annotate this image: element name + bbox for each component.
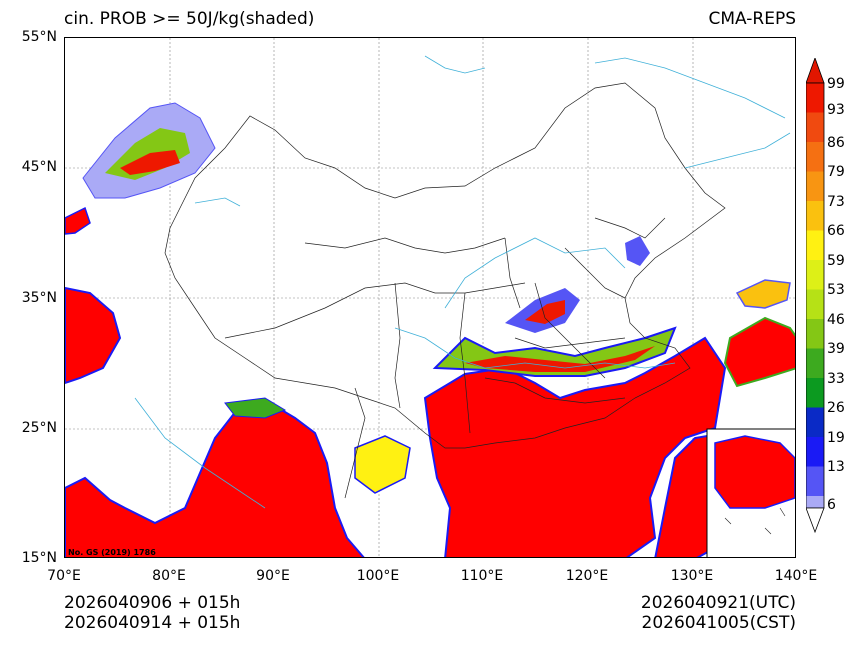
lon-label-80: 80°E bbox=[152, 568, 186, 584]
lon-label-110: 110°E bbox=[460, 568, 504, 584]
lon-label-120: 120°E bbox=[565, 568, 609, 584]
colorbar-label-39: 39 bbox=[827, 341, 845, 357]
shade-west-edge bbox=[65, 286, 122, 385]
lat-label-45: 45°N bbox=[21, 159, 57, 175]
shaded-probability bbox=[65, 102, 795, 557]
colorbar-label-79: 79 bbox=[827, 164, 845, 180]
lat-label-15: 15°N bbox=[21, 550, 57, 566]
colorbar-label-66: 66 bbox=[827, 223, 845, 239]
shade-northeast-blue bbox=[625, 236, 650, 266]
colorbar-label-73: 73 bbox=[827, 194, 845, 210]
init-time-utc: 2026040906 + 015h bbox=[64, 593, 241, 613]
valid-time-utc: 2026040921(UTC) bbox=[640, 593, 796, 613]
colorbar-bin-66 bbox=[806, 230, 824, 260]
colorbar-bin-79 bbox=[806, 171, 824, 201]
rivers bbox=[134, 55, 791, 509]
lat-label-25: 25°N bbox=[21, 420, 57, 436]
colorbar-bin-26 bbox=[806, 407, 824, 437]
shade-east-top bbox=[735, 279, 791, 309]
shade-south-region bbox=[65, 401, 365, 557]
shade-south-patch-green bbox=[224, 397, 287, 419]
lon-label-90: 90°E bbox=[256, 568, 290, 584]
colorbar-bin-99 bbox=[806, 83, 824, 113]
lat-label-55: 55°N bbox=[21, 29, 57, 45]
init-time-cst: 2026040914 + 015h bbox=[64, 613, 241, 633]
inset-map bbox=[706, 428, 795, 557]
colorbar-label-26: 26 bbox=[827, 400, 845, 416]
colorbar-bin-46 bbox=[806, 319, 824, 349]
colorbar-bottom-arrow bbox=[806, 507, 825, 533]
shade-yangtze-red bbox=[465, 346, 655, 372]
colorbar-label-33: 33 bbox=[827, 371, 845, 387]
lon-label-140: 140°E bbox=[774, 568, 818, 584]
lon-label-130: 130°E bbox=[670, 568, 714, 584]
map-canvas bbox=[65, 38, 795, 557]
init-time-block: 2026040906 + 015h 2026040914 + 015h bbox=[64, 593, 240, 633]
colorbar-bin-33 bbox=[806, 378, 824, 408]
colorbar-label-59: 59 bbox=[827, 253, 845, 269]
lon-label-100: 100°E bbox=[356, 568, 400, 584]
colorbar-label-53: 53 bbox=[827, 282, 845, 298]
colorbar-top-arrow bbox=[806, 58, 825, 84]
colorbar-label-46: 46 bbox=[827, 312, 845, 328]
shade-south-central bbox=[423, 336, 727, 557]
colorbar-bin-73 bbox=[806, 201, 824, 231]
map-title: cin. PROB >= 50J/kg(shaded) bbox=[64, 9, 315, 29]
colorbar-bin-93 bbox=[806, 112, 824, 142]
valid-time-block: 2026040921(UTC) 2026041005(CST) bbox=[641, 593, 796, 633]
lon-label-70: 70°E bbox=[47, 568, 81, 584]
colorbar-label-13: 13 bbox=[827, 459, 845, 475]
colorbar-label-19: 19 bbox=[827, 430, 845, 446]
model-name: CMA-REPS bbox=[708, 9, 796, 29]
colorbar-bin-86 bbox=[806, 142, 824, 172]
shade-north-china-red bbox=[525, 300, 565, 324]
colorbar-label-93: 93 bbox=[827, 102, 845, 118]
shade-northwest-red bbox=[120, 150, 180, 175]
lat-label-35: 35°N bbox=[21, 290, 57, 306]
shade-west-small bbox=[65, 206, 91, 235]
valid-time-cst: 2026041005(CST) bbox=[641, 613, 796, 633]
boundaries bbox=[164, 82, 726, 499]
colorbar-bin-39 bbox=[806, 348, 824, 378]
colorbar-label-6: 6 bbox=[827, 497, 836, 513]
colorbar-bin-13 bbox=[806, 466, 824, 496]
colorbar-bin-53 bbox=[806, 289, 824, 319]
colorbar-bin-19 bbox=[806, 437, 824, 467]
map-approval-number: No. GS (2019) 1786 bbox=[68, 548, 156, 557]
colorbar bbox=[806, 58, 825, 533]
colorbar-label-86: 86 bbox=[827, 135, 845, 151]
shade-east-coast bbox=[723, 316, 795, 388]
colorbar-bin-59 bbox=[806, 260, 824, 290]
map-panel bbox=[64, 37, 796, 558]
colorbar-label-99: 99 bbox=[827, 76, 845, 92]
shade-indochina-patch bbox=[354, 435, 411, 494]
colorbar-bin-6 bbox=[806, 496, 824, 508]
